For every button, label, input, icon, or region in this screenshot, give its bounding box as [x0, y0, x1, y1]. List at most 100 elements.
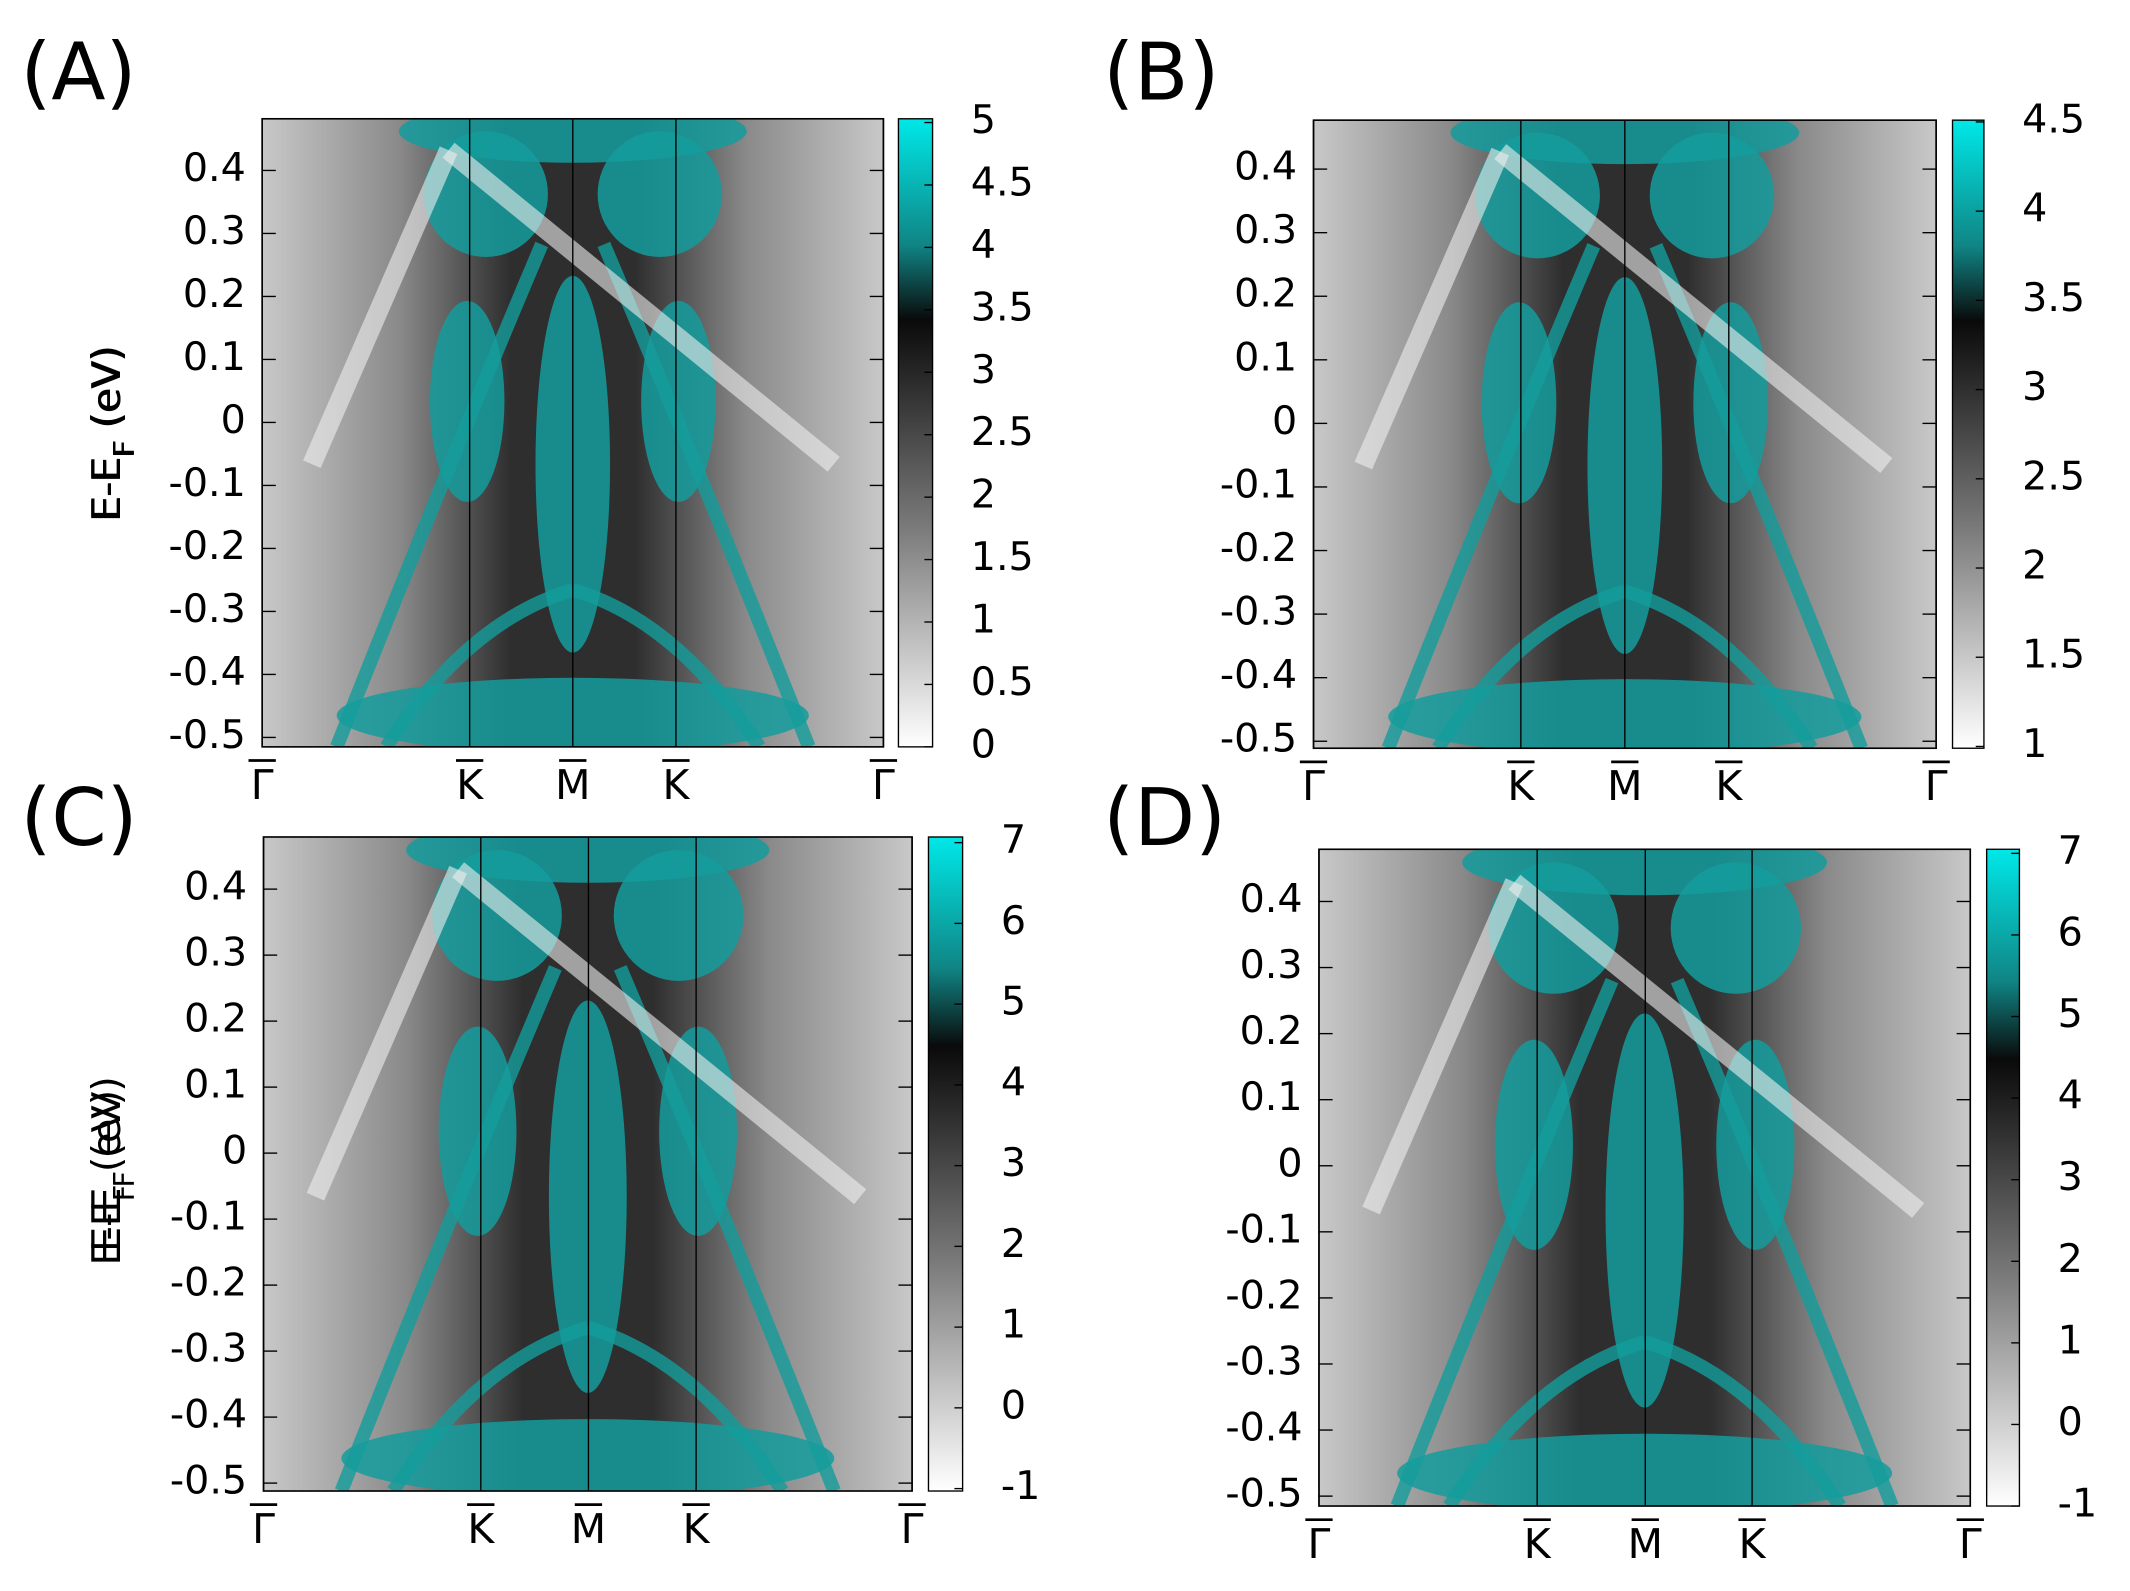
y-tick-label: -0.5: [1220, 716, 1297, 762]
y-tick-label: -0.4: [169, 649, 246, 695]
y-axis-label-part: F: [107, 1185, 141, 1201]
y-axis-label: E-E F (eV): [84, 345, 142, 521]
y-tick-label: -0.1: [1220, 461, 1297, 507]
x-tick-label: Γ: [1925, 762, 1948, 810]
colorbar-tick-label: 4: [2058, 1073, 2083, 1119]
y-tick-label: -0.2: [1225, 1272, 1302, 1318]
colorbar-tick-label: 0.5: [971, 659, 1034, 705]
heatmap-texture: [387, 1320, 590, 1492]
colorbar-tick-label: 2.5: [971, 409, 1034, 455]
panel-label: (B): [1103, 25, 1219, 118]
heatmap-texture: [585, 1320, 789, 1492]
heatmap-texture: [613, 850, 744, 981]
y-tick-label: 0.4: [184, 864, 247, 910]
heatmap-texture: [597, 131, 722, 257]
y-tick-label: -0.5: [1225, 1471, 1302, 1517]
x-tick-label: K: [1739, 1520, 1767, 1568]
colorbar-tick-label: 2: [2058, 1236, 2083, 1282]
colorbar-tick-label: 3: [971, 347, 996, 393]
colorbar: [1951, 119, 1985, 749]
colorbar-tick-label: 4: [1001, 1059, 1026, 1105]
colorbar-tick-label: 0: [1001, 1382, 1026, 1428]
y-tick-label: -0.5: [170, 1458, 247, 1504]
heatmap-texture: [1670, 862, 1801, 994]
colorbar-tick-label: -1: [1001, 1463, 1040, 1509]
x-tick-label: M: [1607, 762, 1642, 810]
colorbar-tick-label: 2.5: [2022, 453, 2085, 499]
heatmap-texture: [1443, 1335, 1647, 1507]
colorbar-tick-label: 1: [971, 597, 996, 643]
colorbar-tick-label: 0: [971, 721, 996, 767]
heatmap-texture: [303, 146, 458, 469]
y-tick-label: 0: [221, 397, 246, 443]
y-tick-label: -0.3: [170, 1326, 247, 1372]
y-tick-label: 0.2: [184, 996, 247, 1042]
y-axis-label-part: E-E: [84, 1188, 130, 1252]
colorbar-tick-label: 1.5: [971, 534, 1034, 580]
colorbar-tick-label: 7: [1001, 817, 1026, 863]
heatmap-texture: [1354, 147, 1510, 470]
colorbar-tick-label: 2: [971, 472, 996, 518]
colorbar-tick-label: 1: [2022, 721, 2047, 767]
x-tick-label: K: [456, 761, 484, 809]
y-tick-label: -0.2: [170, 1260, 247, 1306]
y-axis-label: E-EF (eV): [84, 1076, 141, 1252]
heatmap-texture: [1390, 977, 1619, 1507]
y-tick-label: 0.1: [1234, 334, 1297, 380]
panel: (D)0.40.30.20.10-0.1-0.2-0.3-0.4-0.5Γ K M K…: [84, 771, 2097, 1568]
y-tick-label: -0.1: [170, 1194, 247, 1240]
colorbar-tick-label: 6: [2058, 909, 2083, 955]
y-tick-label: 0.2: [1234, 271, 1297, 317]
y-tick-label: -0.3: [1225, 1338, 1302, 1384]
panel-label: (C): [20, 771, 137, 864]
y-tick-label: -0.5: [169, 712, 246, 758]
y-tick-label: 0: [222, 1128, 247, 1174]
heatmap-texture: [1642, 1335, 1846, 1507]
colorbar-tick-label: 4.5: [971, 159, 1034, 205]
heatmap-texture: [1649, 132, 1775, 259]
colorbar-tick-label: 4: [2022, 186, 2047, 232]
y-axis-label-part: F: [107, 440, 141, 456]
y-tick-label: 0.1: [183, 334, 246, 380]
colorbar-tick-label: 5: [2058, 991, 2083, 1037]
y-tick-label: 0.3: [183, 208, 246, 254]
heatmap-texture: [1362, 878, 1524, 1215]
colorbar-tick-label: 3: [2022, 364, 2047, 410]
colorbar: [1985, 848, 2021, 1507]
y-axis-label-part: (eV): [84, 346, 130, 441]
y-tick-label: 0.3: [1234, 207, 1297, 253]
y-axis-label-part: E-E: [84, 458, 130, 522]
panel: (A)0.40.30.20.10-0.1-0.2-0.3-0.4-0.5Γ K M K…: [20, 25, 1033, 809]
y-tick-label: 0.3: [1240, 942, 1303, 988]
x-tick-label: Γ: [872, 761, 895, 809]
y-tick-label: -0.2: [169, 523, 246, 569]
colorbar: [897, 118, 934, 748]
colorbar-tick-label: 1: [1001, 1302, 1026, 1348]
x-tick-label: Γ: [1302, 762, 1325, 810]
x-tick-label: Γ: [1308, 1520, 1331, 1568]
y-tick-label: -0.4: [170, 1392, 247, 1438]
y-tick-label: 0.1: [1240, 1074, 1303, 1120]
colorbar-tick-label: 5: [1001, 979, 1026, 1025]
colorbar-tick-label: 1: [2058, 1317, 2083, 1363]
x-tick-label: M: [571, 1505, 606, 1553]
x-tick-label: K: [683, 1505, 711, 1553]
heatmap-texture: [335, 965, 562, 1492]
colorbar-tick-label: 2: [1001, 1221, 1026, 1267]
y-axis-label-part: (eV): [84, 1090, 130, 1185]
y-tick-label: 0: [1277, 1140, 1302, 1186]
y-axis-label: E-EF (eV): [84, 1090, 141, 1266]
heatmap-texture: [1432, 584, 1627, 749]
y-tick-label: 0.3: [184, 930, 247, 976]
x-tick-label: Γ: [901, 1505, 924, 1553]
x-tick-label: M: [555, 761, 590, 809]
colorbar-tick-label: 3: [1001, 1140, 1026, 1186]
y-tick-label: -0.1: [1225, 1206, 1302, 1252]
y-axis-label-part: E-E: [84, 456, 130, 520]
panel-label: (D): [1103, 771, 1226, 864]
colorbar-tick-label: 5: [971, 97, 996, 143]
x-tick-label: Γ: [1959, 1520, 1982, 1568]
y-tick-label: 0.2: [1240, 1008, 1303, 1054]
